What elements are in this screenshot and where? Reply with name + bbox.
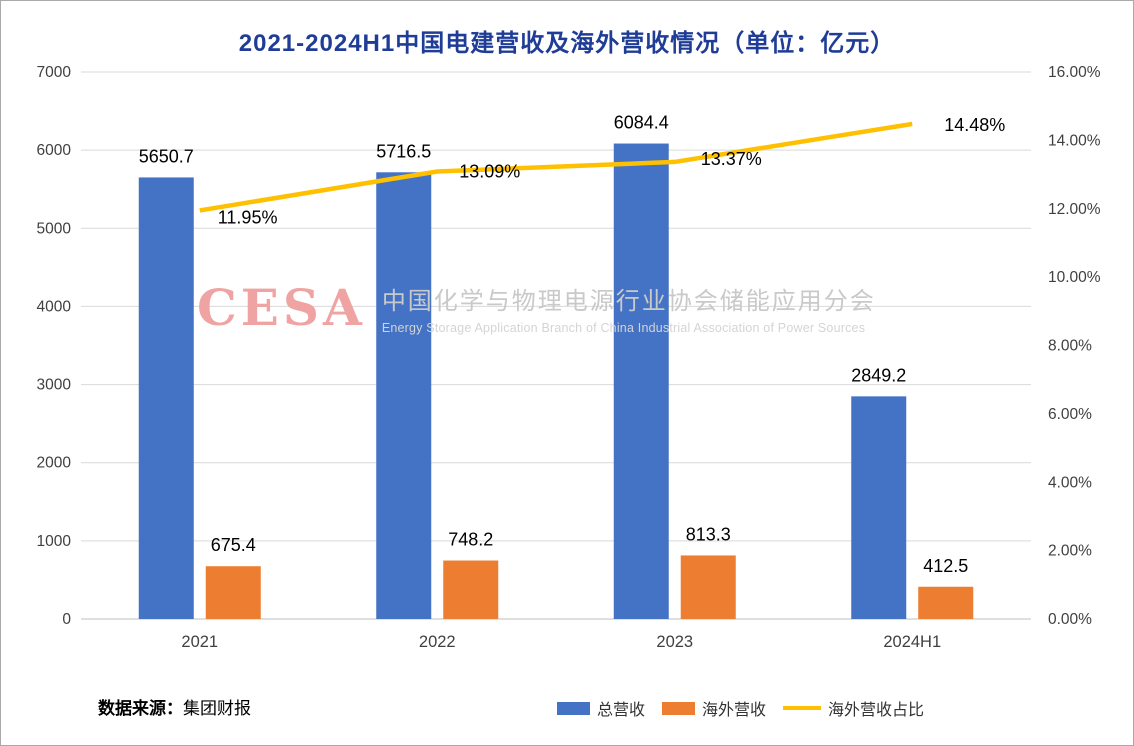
bar (376, 172, 432, 619)
y2-axis-tick-label: 10.00% (1048, 269, 1101, 286)
bar-value-label: 2849.2 (851, 365, 906, 385)
y-axis-tick-label: 3000 (37, 377, 72, 394)
source-note: 数据来源：集团财报 (98, 694, 251, 719)
legend-label-overseas-ratio: 海外营收占比 (828, 702, 925, 719)
y-axis-tick-label: 0 (62, 611, 71, 628)
chart-legend: 总营收 海外营收 海外营收占比 (557, 696, 924, 720)
x-axis-label: 2022 (419, 633, 456, 651)
x-axis-label: 2023 (656, 633, 693, 651)
legend-label-total-revenue: 总营收 (597, 702, 646, 719)
y-axis-tick-label: 4000 (37, 298, 72, 315)
bar-value-label: 5650.7 (139, 146, 194, 166)
bar (613, 143, 669, 619)
bar (138, 177, 194, 619)
legend-swatch-overseas-revenue (662, 701, 696, 715)
ratio-point-label: 14.48% (944, 115, 1005, 135)
bar-value-label: 412.5 (923, 556, 968, 576)
y-axis-tick-label: 2000 (37, 455, 72, 472)
bar-value-label: 813.3 (686, 524, 731, 544)
y-axis-tick-label: 1000 (37, 533, 72, 550)
y-axis-tick-label: 5000 (37, 220, 72, 237)
y2-axis-tick-label: 14.00% (1048, 132, 1101, 149)
ratio-line (199, 121, 913, 213)
legend-label-overseas-revenue: 海外营收 (702, 702, 767, 719)
y-axis-tick-label: 7000 (37, 64, 72, 81)
y2-axis-tick-label: 4.00% (1048, 474, 1092, 491)
y2-axis-tick-label: 16.00% (1048, 64, 1101, 81)
bar-value-label: 6084.4 (614, 113, 669, 133)
bar (851, 396, 907, 619)
x-axis-label: 2024H1 (883, 633, 941, 651)
bar (680, 555, 736, 619)
y2-axis-tick-label: 8.00% (1048, 338, 1092, 355)
bar (205, 566, 261, 619)
y2-axis-tick-label: 2.00% (1048, 543, 1092, 560)
x-axis-label: 2021 (181, 633, 218, 651)
y2-axis-tick-label: 0.00% (1048, 611, 1092, 628)
bar-value-label: 5716.5 (376, 141, 431, 161)
y-axis-tick-label: 6000 (37, 142, 72, 159)
source-label: 数据来源： (98, 699, 183, 718)
ratio-point-label: 11.95% (218, 207, 278, 227)
ratio-point-label: 13.37% (701, 149, 762, 169)
ratio-point-label: 13.09% (459, 161, 520, 181)
legend-item-overseas-ratio: 海外营收占比 (783, 696, 924, 720)
chart-title: 2021-2024H1中国电建营收及海外营收情况（单位：亿元） (238, 30, 896, 57)
source-value: 集团财报 (183, 699, 251, 718)
legend-swatch-overseas-ratio (783, 706, 822, 710)
legend-swatch-total-revenue (557, 701, 590, 715)
y2-axis-tick-label: 6.00% (1048, 406, 1092, 423)
bar-value-label: 675.4 (211, 535, 256, 555)
bar (918, 586, 974, 619)
legend-item-total-revenue: 总营收 (557, 696, 645, 720)
y2-axis-tick-label: 12.00% (1048, 201, 1101, 218)
legend-item-overseas-revenue: 海外营收 (662, 696, 766, 720)
bar-value-label: 748.2 (448, 530, 493, 550)
bar (443, 560, 499, 619)
